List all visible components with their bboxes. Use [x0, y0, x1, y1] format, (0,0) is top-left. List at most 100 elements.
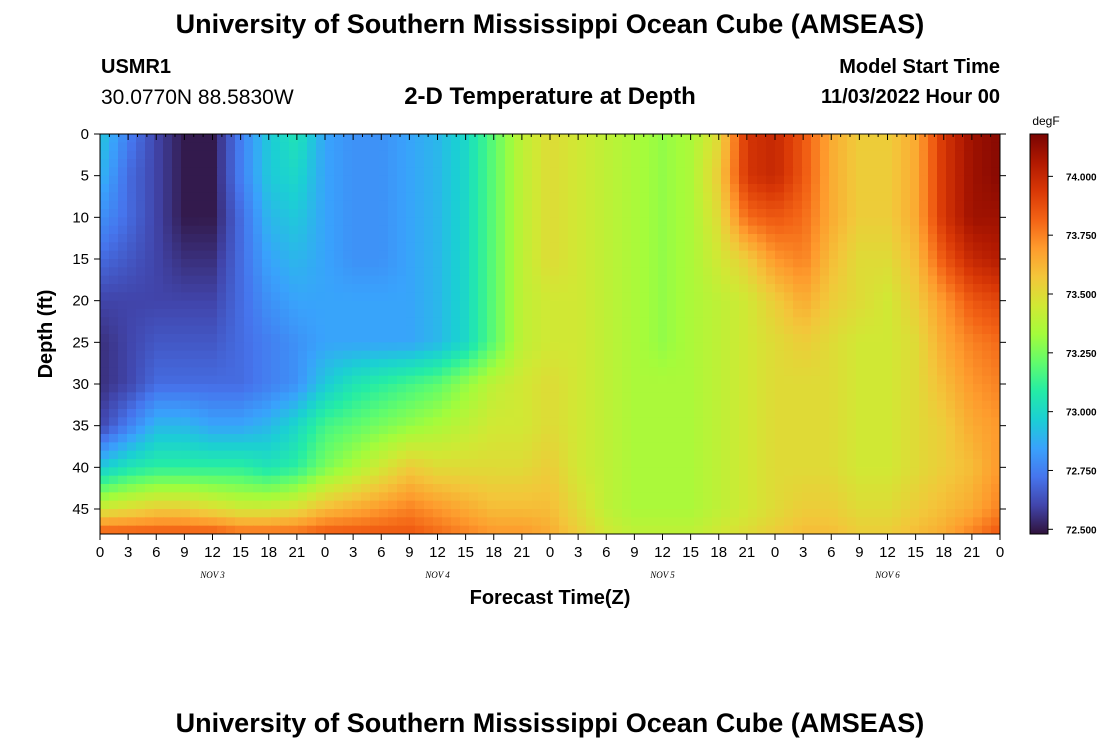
heatmap-cell — [730, 450, 740, 460]
heatmap-cell — [433, 450, 443, 460]
heatmap-cell — [919, 375, 929, 385]
heatmap-cell — [622, 159, 632, 168]
heatmap-cell — [883, 484, 893, 493]
heatmap-cell — [199, 292, 209, 302]
heatmap-cell — [280, 150, 290, 160]
heatmap-cell — [181, 484, 191, 493]
heatmap-cell — [127, 317, 137, 327]
heatmap-cell — [946, 492, 956, 502]
heatmap-cell — [433, 192, 443, 202]
heatmap-cell — [658, 367, 668, 377]
heatmap-cell — [271, 425, 281, 435]
heatmap-cell — [379, 525, 389, 534]
heatmap-cell — [262, 459, 272, 468]
heatmap-cell — [352, 434, 362, 443]
heatmap-cell — [775, 350, 785, 360]
heatmap-cell — [433, 242, 443, 252]
heatmap-cell — [541, 275, 551, 285]
heatmap-cell — [856, 467, 866, 477]
heatmap-cell — [271, 275, 281, 285]
heatmap-cell — [379, 159, 389, 168]
heatmap-cell — [685, 267, 695, 277]
heatmap-cell — [559, 192, 569, 202]
heatmap-cell — [982, 517, 992, 527]
heatmap-cell — [982, 142, 992, 152]
heatmap-cell — [820, 150, 830, 160]
heatmap-cell — [694, 292, 704, 302]
heatmap-cell — [352, 334, 362, 343]
heatmap-cell — [883, 159, 893, 168]
station-id: USMR1 — [101, 56, 172, 78]
heatmap-cell — [325, 184, 335, 193]
heatmap-cell — [640, 175, 650, 185]
heatmap-cell — [478, 325, 488, 335]
heatmap-cell — [640, 209, 650, 218]
heatmap-cell — [136, 259, 146, 268]
heatmap-cell — [487, 459, 497, 468]
heatmap-cell — [163, 300, 173, 310]
heatmap-cell — [721, 492, 731, 502]
heatmap-cell — [541, 284, 551, 293]
heatmap-cell — [973, 517, 983, 527]
heatmap-cell — [955, 425, 965, 435]
heatmap-cell — [955, 342, 965, 352]
heatmap-cell — [145, 159, 155, 168]
heatmap-cell — [793, 142, 803, 152]
heatmap-cell — [379, 300, 389, 310]
heatmap-cell — [280, 325, 290, 335]
heatmap-cell — [433, 150, 443, 160]
heatmap-cell — [496, 200, 506, 210]
heatmap-cell — [514, 200, 524, 210]
heatmap-cell — [433, 142, 443, 152]
heatmap-cell — [271, 375, 281, 385]
heatmap-cell — [298, 275, 308, 285]
heatmap-cell — [766, 484, 776, 493]
heatmap-cell — [172, 267, 182, 277]
heatmap-cell — [604, 267, 614, 277]
heatmap-cell — [127, 167, 137, 177]
heatmap-cell — [343, 442, 353, 452]
heatmap-cell — [298, 342, 308, 352]
heatmap-cell — [973, 292, 983, 302]
heatmap-cell — [649, 300, 659, 310]
heatmap-cell — [415, 492, 425, 502]
heatmap-cell — [811, 167, 821, 177]
heatmap-cell — [577, 175, 587, 185]
heatmap-cell — [649, 475, 659, 485]
heatmap-cell — [235, 234, 245, 243]
heatmap-cell — [928, 267, 938, 277]
heatmap-cell — [523, 492, 533, 502]
heatmap-cell — [523, 275, 533, 285]
heatmap-cell — [613, 434, 623, 443]
heatmap-cell — [676, 150, 686, 160]
heatmap-cell — [820, 234, 830, 243]
heatmap-cell — [469, 175, 479, 185]
heatmap-cell — [316, 475, 326, 485]
heatmap-cell — [910, 167, 920, 177]
heatmap-cell — [244, 300, 254, 310]
heatmap-cell — [334, 350, 344, 360]
heatmap-cell — [316, 417, 326, 427]
heatmap-cell — [334, 434, 344, 443]
heatmap-cell — [334, 392, 344, 402]
heatmap-cell — [181, 142, 191, 152]
heatmap-cell — [631, 475, 641, 485]
heatmap-cell — [622, 484, 632, 493]
heatmap-cell — [694, 392, 704, 402]
heatmap-cell — [379, 192, 389, 202]
heatmap-cell — [820, 384, 830, 393]
heatmap-cell — [244, 359, 254, 368]
heatmap-cell — [559, 184, 569, 193]
heatmap-cell — [550, 150, 560, 160]
heatmap-cell — [397, 342, 407, 352]
heatmap-cell — [730, 325, 740, 335]
heatmap-cell — [541, 525, 551, 534]
heatmap-cell — [973, 250, 983, 260]
heatmap-cell — [829, 275, 839, 285]
heatmap-cell — [424, 159, 434, 168]
heatmap-cell — [892, 459, 902, 468]
heatmap-cell — [541, 417, 551, 427]
heatmap-cell — [478, 350, 488, 360]
heatmap-cell — [595, 475, 605, 485]
heatmap-cell — [370, 334, 380, 343]
